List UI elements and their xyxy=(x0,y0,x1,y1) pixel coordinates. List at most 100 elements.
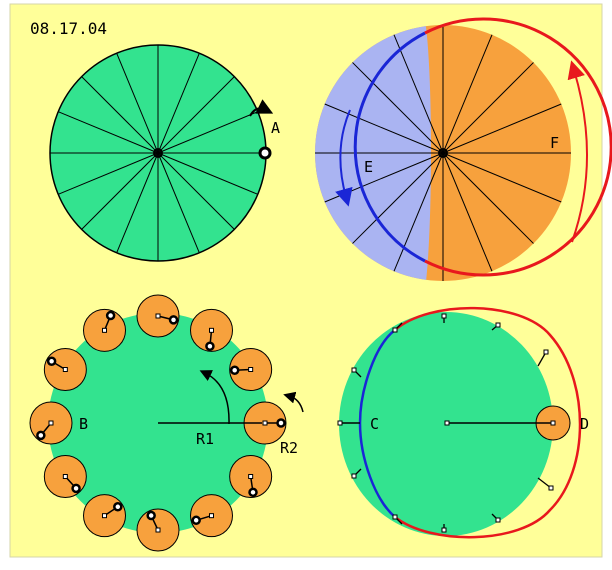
wheel-spokes xyxy=(50,45,266,261)
tick-marker xyxy=(548,485,554,491)
wheel-spoke xyxy=(157,53,200,154)
label-c: C xyxy=(370,415,379,433)
center-marker xyxy=(444,420,450,426)
traced-point-marker xyxy=(191,515,201,526)
wheel-spokes xyxy=(315,25,571,281)
small-center-marker xyxy=(62,367,68,372)
clockwise-arrow-icon xyxy=(567,60,588,243)
label-r2: R2 xyxy=(280,439,298,457)
tick-marker xyxy=(392,514,398,520)
traced-point-marker xyxy=(36,430,46,441)
traced-point-marker xyxy=(205,341,215,352)
wheel-spoke xyxy=(157,76,235,154)
small-circle-unit xyxy=(229,348,273,391)
tick-marker xyxy=(392,327,398,333)
d-point-marker xyxy=(550,420,556,426)
label-d: D xyxy=(580,415,589,433)
curve-comparison-diagram: C D xyxy=(337,306,589,539)
tick-marker xyxy=(441,527,447,533)
small-center-marker xyxy=(209,327,214,333)
wheel-spoke xyxy=(81,152,159,230)
traced-point-marker xyxy=(113,502,123,512)
wheel-spoke xyxy=(116,152,159,253)
red-arc-f xyxy=(424,17,612,277)
label-b: B xyxy=(79,415,88,433)
traced-point-marker xyxy=(146,510,156,521)
rotation-arrow-r1 xyxy=(199,370,230,425)
tick-marker xyxy=(441,313,447,319)
traced-point-marker xyxy=(46,356,57,367)
traced-point-marker xyxy=(71,483,81,494)
small-circle-unit xyxy=(243,401,287,445)
tick-marker xyxy=(351,367,357,373)
small-circle-unit xyxy=(190,494,233,538)
wheel-spoke xyxy=(157,111,258,154)
wheel-spoke xyxy=(350,152,444,246)
small-circle-unit xyxy=(136,508,180,552)
traced-point-marker xyxy=(105,310,116,321)
wheel-spoke xyxy=(392,32,444,154)
rolling-circles-diagram: B R1 R2 xyxy=(29,294,304,552)
traced-point-marker xyxy=(229,365,240,376)
rotation-arrow-r2 xyxy=(283,391,304,413)
small-circle-unit xyxy=(190,308,233,352)
small-center-marker xyxy=(155,527,161,533)
traced-point-marker xyxy=(276,418,286,428)
small-center-marker xyxy=(155,313,161,319)
green-spoke-wheel: A xyxy=(49,44,280,262)
tick-marker xyxy=(495,322,501,328)
label-a: A xyxy=(271,119,280,137)
tick-marker xyxy=(495,517,501,523)
small-orange-circles xyxy=(29,294,287,552)
wheel-spoke xyxy=(157,152,235,230)
wheel-spoke xyxy=(392,152,444,274)
wheel-spoke xyxy=(442,102,564,154)
wheel-spoke xyxy=(442,60,536,154)
label-f: F xyxy=(550,134,559,152)
small-circle-unit xyxy=(29,401,73,445)
wheel-spoke xyxy=(322,102,444,154)
small-circle-unit xyxy=(136,294,180,338)
small-circle-unit xyxy=(43,348,87,391)
wheel-hub xyxy=(153,148,163,158)
small-center-marker xyxy=(209,513,214,519)
tick-markers xyxy=(351,313,554,533)
c-point-marker xyxy=(337,420,343,426)
red-outer-curve xyxy=(394,306,582,539)
small-center-marker xyxy=(248,474,254,479)
wheel-spoke xyxy=(157,152,258,195)
small-center-marker xyxy=(62,474,68,479)
tick-marker xyxy=(351,473,357,479)
rotation-arrow-small xyxy=(249,99,274,117)
wheel-spoke xyxy=(157,152,200,253)
date-label: 08.17.04 xyxy=(30,19,107,38)
small-center-marker xyxy=(102,327,107,333)
small-center-marker xyxy=(262,420,268,426)
wheel-spoke xyxy=(58,152,159,195)
wheel-hub xyxy=(438,148,448,158)
wheel-spoke xyxy=(81,76,159,154)
tick-marker xyxy=(543,349,549,355)
wheel-spoke xyxy=(442,152,494,274)
small-circle-unit xyxy=(229,455,273,498)
small-circle-unit xyxy=(83,494,126,538)
wheel-spoke xyxy=(442,32,494,154)
small-center-marker xyxy=(248,367,254,372)
blue-arc-e xyxy=(353,31,426,263)
wheel-spoke xyxy=(58,111,159,154)
traced-point-marker xyxy=(168,315,179,325)
small-center-marker xyxy=(48,420,54,426)
wheel-spoke xyxy=(350,60,444,154)
wheel-spoke xyxy=(442,152,536,246)
label-r1: R1 xyxy=(196,430,214,448)
counterclockwise-arrow-icon xyxy=(335,109,353,207)
wheel-spoke xyxy=(442,152,564,204)
label-e: E xyxy=(364,158,373,176)
point-a-marker xyxy=(258,146,272,160)
traced-point-marker xyxy=(248,487,258,498)
small-circle-unit xyxy=(43,455,87,498)
wheel-spoke xyxy=(116,53,159,154)
small-center-marker xyxy=(102,513,107,519)
